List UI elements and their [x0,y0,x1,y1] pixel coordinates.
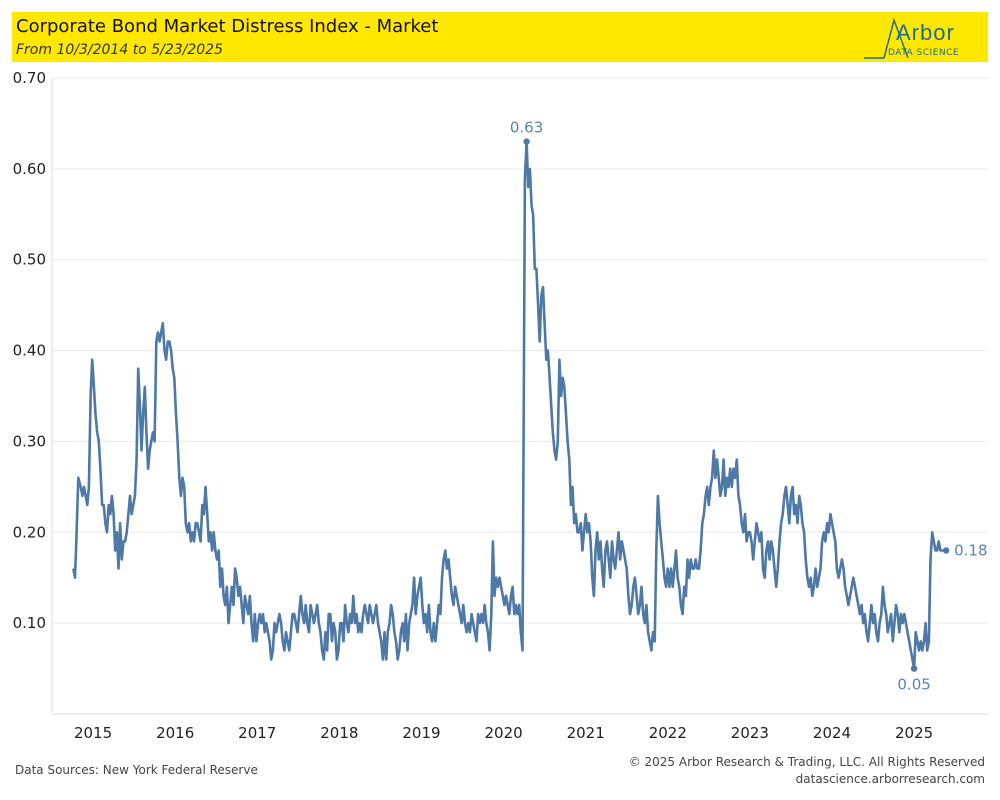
x-tick-label: 2021 [567,724,605,742]
annotation-marker [523,138,530,145]
annotation-marker [942,547,950,554]
annotations: 0.63 0.05 0.18 [510,119,988,694]
x-tick-label: 2015 [74,724,112,742]
footer-credits: © 2025 Arbor Research & Trading, LLC. Al… [629,754,985,788]
series-group [72,140,947,670]
y-tick-label: 0.40 [13,342,46,360]
chart-title: Corporate Bond Market Distress Index - M… [16,16,439,37]
x-tick-label: 2017 [238,724,276,742]
y-tick-label: 0.10 [13,614,46,632]
y-axis: 0.70 0.60 0.50 0.40 0.30 0.20 0.10 [13,70,53,714]
gridlines [52,77,988,624]
website-text: datascience.arborresearch.com [795,772,985,786]
series-line [72,140,947,670]
annotation-label: 0.18 [954,541,987,559]
logo-sub-text: DATA SCIENCE [888,48,960,58]
x-tick-label: 2025 [895,724,933,742]
y-tick-label: 0.30 [13,432,46,450]
line-chart: 0.700.600.500.400.300.200.10 2015 2016 201… [13,70,988,742]
x-tick-label: 2023 [731,724,769,742]
data-source: Data Sources: New York Federal Reserve [15,763,258,777]
x-axis: 2015 2016 2017 2018 2019 2020 2021 2022 2023 2024… [52,713,988,742]
title-banner: Corporate Bond Market Distress Index - M… [12,12,988,62]
y-tick-label: 0.70 [13,70,46,87]
annotation-marker [910,665,918,672]
arbor-logo: Arbor DATA SCIENCE [862,14,982,60]
x-tick-label: 2016 [156,724,194,742]
logo-main-text: Arbor [896,20,955,45]
y-tick-label: 0.20 [13,523,46,541]
chart-subtitle: From 10/3/2014 to 5/23/2025 [16,42,223,58]
annotation-label: 0.63 [510,119,543,137]
x-tick-label: 2020 [484,724,522,742]
y-tick-label: 0.50 [13,251,46,269]
logo-mark-icon [864,17,909,59]
annotation-label: 0.05 [897,676,930,694]
x-tick-label: 2022 [649,724,687,742]
x-tick-label: 2024 [813,724,851,742]
copyright-text: © 2025 Arbor Research & Trading, LLC. Al… [628,755,985,769]
x-tick-label: 2019 [402,724,440,742]
x-tick-label: 2018 [320,724,358,742]
y-tick-label: 0.60 [13,160,46,178]
